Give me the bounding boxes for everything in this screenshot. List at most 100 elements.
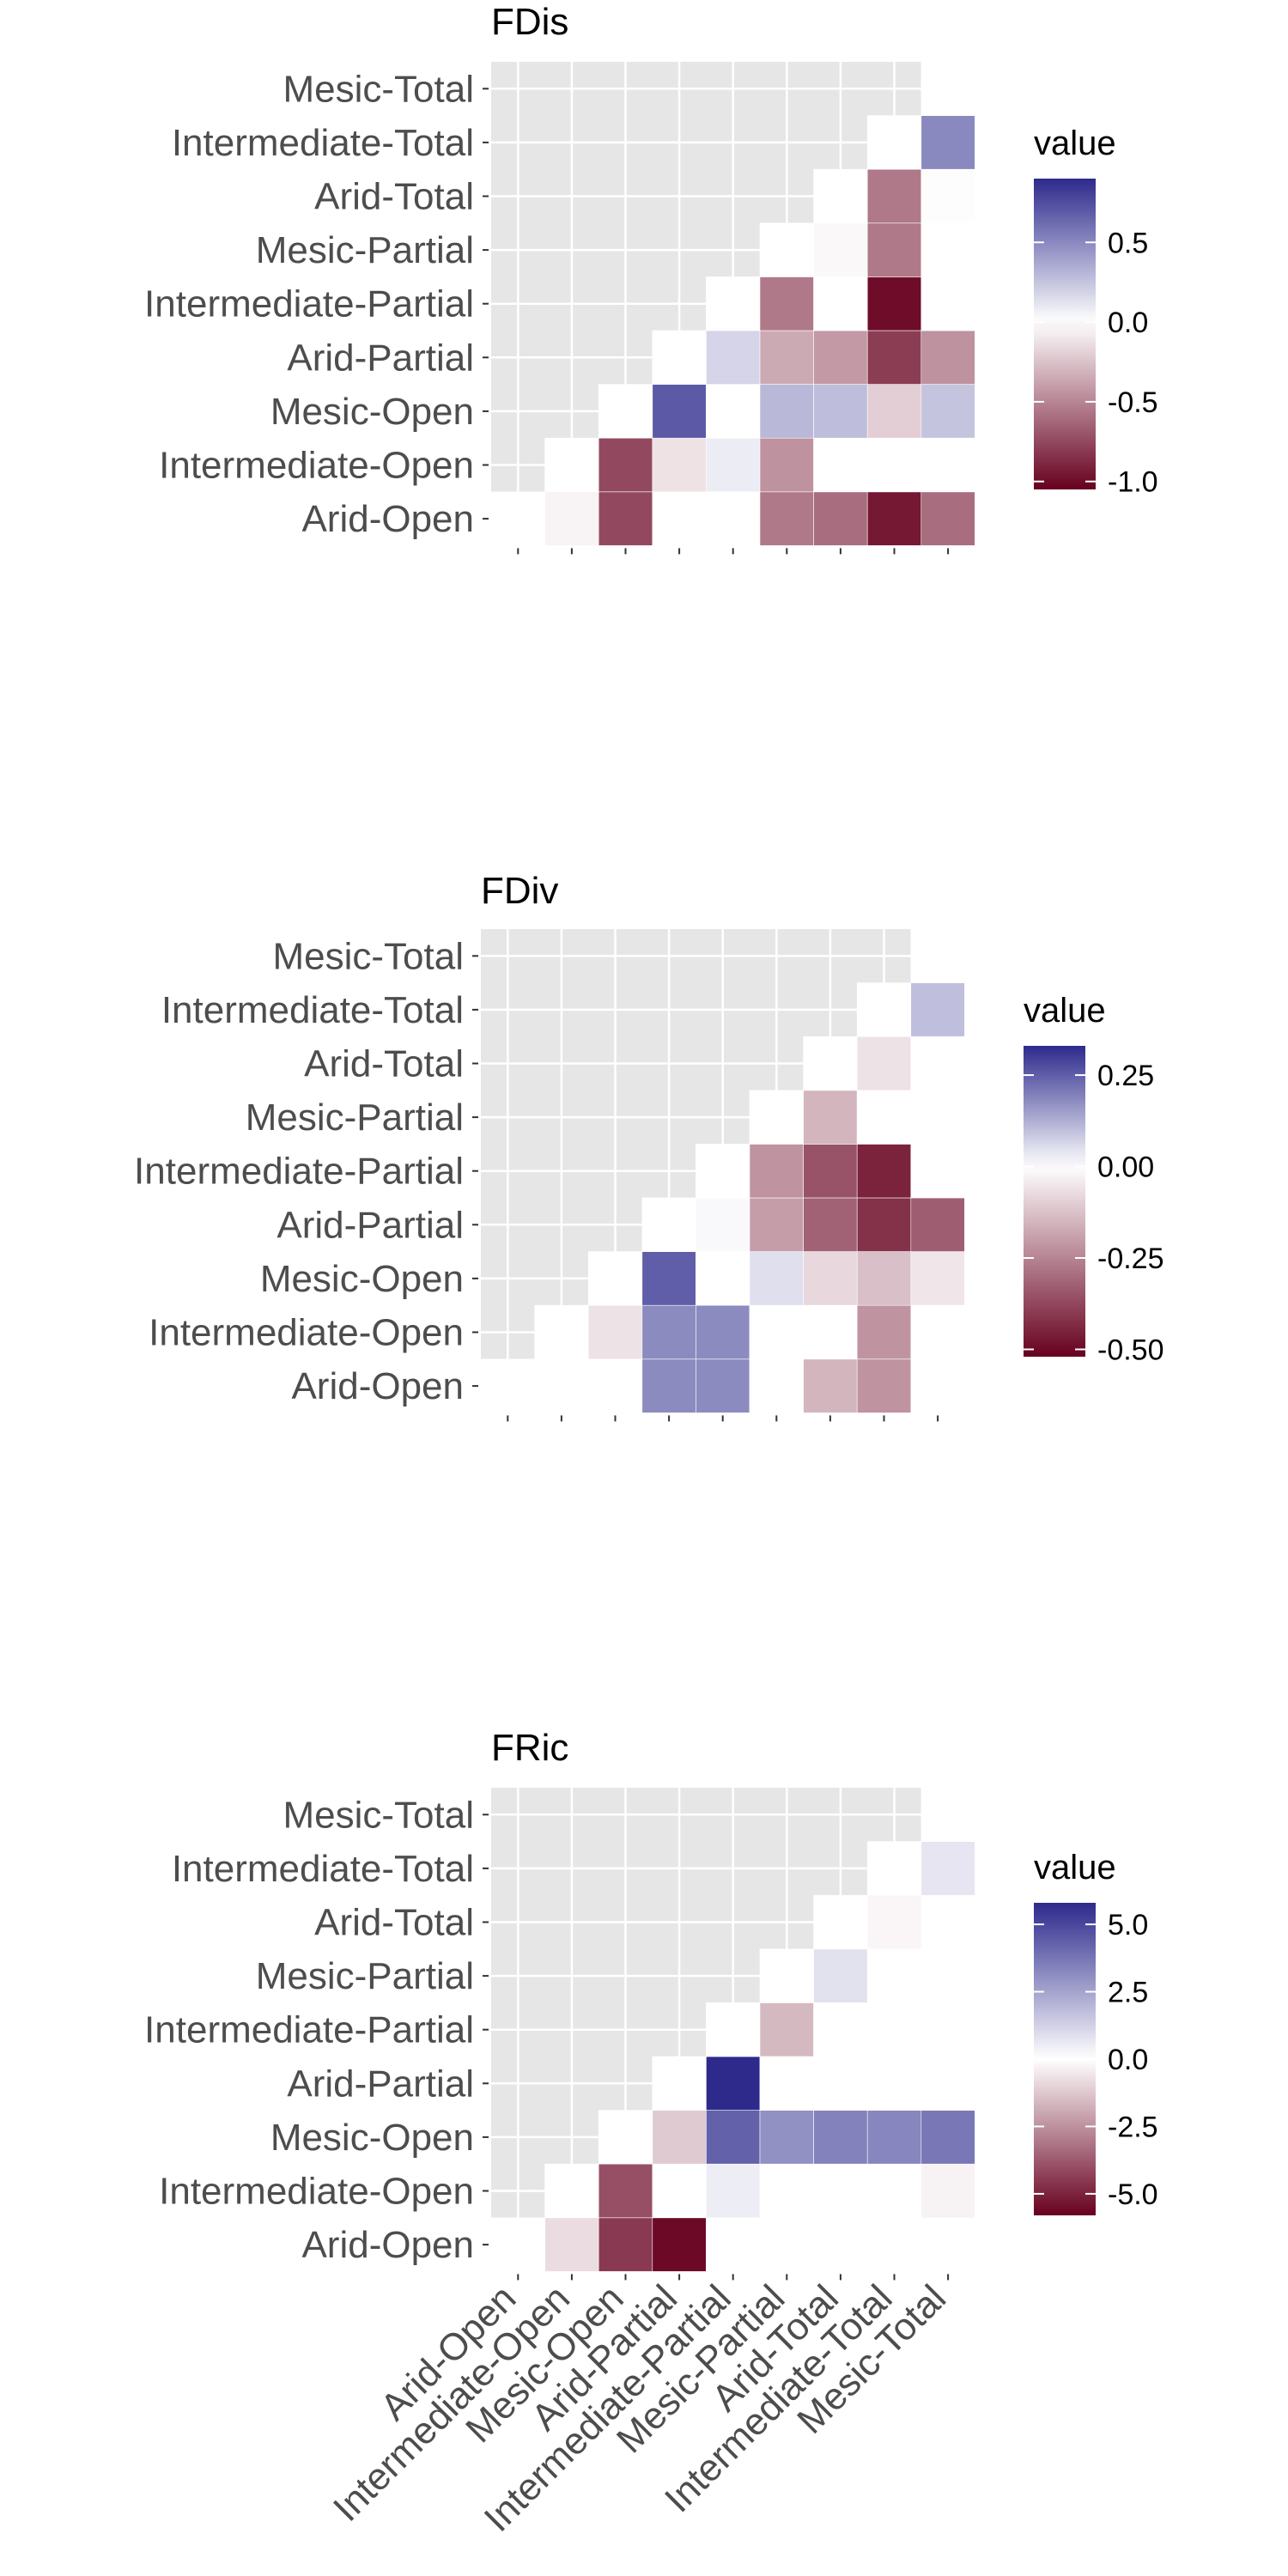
heatmap-cell [803,1251,858,1306]
heatmap-cell [920,384,975,439]
heatmap-cell [866,276,922,331]
heatmap-cell [920,1787,975,1842]
heatmap-cell [652,2110,707,2165]
heatmap-cell [696,1251,750,1306]
heatmap-cell [706,2163,761,2219]
heatmap-cell [490,491,545,546]
heatmap-cell [641,1358,696,1413]
heatmap-panel-fric: FRic Arid-Open Intermediate-Open Mesic-Open… [144,1727,1158,2540]
legend-tick-label: -5.0 [1108,2178,1158,2211]
heatmap-cell [866,2163,922,2219]
heatmap-cell [856,1090,912,1145]
y-tick-label: Arid-Open [301,498,474,540]
heatmap-cell [910,1144,965,1199]
heatmap-panel-fdis: FDis Arid-Open Intermediate-Open Mesic-Open… [144,1,1158,555]
legend-tick-label: -0.50 [1097,1334,1164,1366]
heatmap-cell [813,2002,868,2057]
y-tick-label: Arid-Total [314,1902,474,1944]
legend-tick-label: 0.0 [1108,307,1148,339]
heatmap-cell [803,1036,858,1091]
heatmap-cell [920,168,975,224]
heatmap-cell [920,2002,975,2057]
heatmap-cell [866,2217,922,2272]
heatmap-cell [920,115,975,170]
y-tick-label: Mesic-Total [283,1794,475,1836]
heatmap-cell [813,384,868,439]
heatmap-cell [813,168,868,224]
heatmap-cell [641,1197,696,1252]
heatmap-cell [706,276,761,331]
heatmap-cell [598,2110,653,2165]
heatmap-cell [544,2163,599,2219]
heatmap-cell [920,491,975,546]
legend-tick-label: 0.0 [1108,2044,1148,2076]
y-tick-label: Mesic-Partial [256,1955,474,1997]
heatmap-cell [856,1197,912,1252]
heatmap-cell [866,1841,922,1896]
heatmap-cell [749,1197,804,1252]
heatmap-cell [480,1358,535,1413]
heatmap-cell [813,2110,868,2165]
heatmap-cell [920,1841,975,1896]
heatmap-cell [759,222,814,277]
heatmap-cell [598,437,653,493]
heatmap-cell [920,222,975,277]
heatmap-cell [910,1036,965,1091]
heatmap-cell [652,2217,707,2272]
heatmap-cell [920,276,975,331]
y-tick-label: Arid-Total [304,1043,464,1085]
heatmap-cell [587,1251,643,1306]
heatmap-cell [598,2163,653,2219]
heatmap-cell [866,222,922,277]
heatmap-cell [696,1358,750,1413]
heatmap-cell [866,491,922,546]
heatmap-cell [813,2217,868,2272]
legend-colorbar [1034,179,1096,489]
legend-colorbar [1024,1046,1085,1357]
heatmap-cell [813,222,868,277]
heatmap-cell [759,1948,814,2003]
heatmap-cell [759,437,814,493]
y-tick-label: Mesic-Open [260,1258,464,1300]
legend-tick-label: 0.25 [1097,1060,1154,1092]
heatmap-cell [920,1948,975,2003]
legend-tick-label: -1.0 [1108,466,1158,499]
heatmap-cell [652,437,707,493]
heatmap-cell [910,1251,965,1306]
heatmap-cell [759,2110,814,2165]
legend-tick-label: -0.25 [1097,1242,1164,1275]
heatmap-cell [920,2163,975,2219]
heatmap-cell [544,491,599,546]
heatmap-cell [910,928,965,983]
y-tick-label: Arid-Total [314,176,474,218]
heatmap-cell [813,2163,868,2219]
y-tick-label: Intermediate-Partial [144,2009,474,2051]
y-tick-label: Intermediate-Total [172,122,474,164]
heatmap-cell [759,2217,814,2272]
legend-tick-label: -2.5 [1108,2111,1158,2143]
heatmap-cell [910,1197,965,1252]
y-tick-label: Mesic-Open [270,2117,474,2159]
heatmap-cell [641,1304,696,1360]
heatmap-cell [920,2217,975,2272]
heatmap-cell [803,1090,858,1145]
heatmap-cell [544,437,599,493]
heatmap-cell [803,1304,858,1360]
y-tick-label: Intermediate-Total [161,989,464,1031]
legend-title: value [1034,1849,1116,1886]
heatmap-cell [641,1251,696,1306]
heatmap-cell [803,1144,858,1199]
legend-title: value [1034,125,1116,162]
heatmap-cell [706,2056,761,2111]
heatmap-cell [866,1894,922,1950]
heatmap-cell [706,2002,761,2057]
y-tick-label: Intermediate-Open [159,2171,474,2213]
y-tick-label: Mesic-Total [283,68,475,110]
legend-title: value [1024,992,1106,1030]
heatmap-cell [803,1358,858,1413]
heatmap-cell [598,384,653,439]
heatmap-cell [652,2163,707,2219]
heatmap-cell [598,2217,653,2272]
heatmap-cell [706,2217,761,2272]
